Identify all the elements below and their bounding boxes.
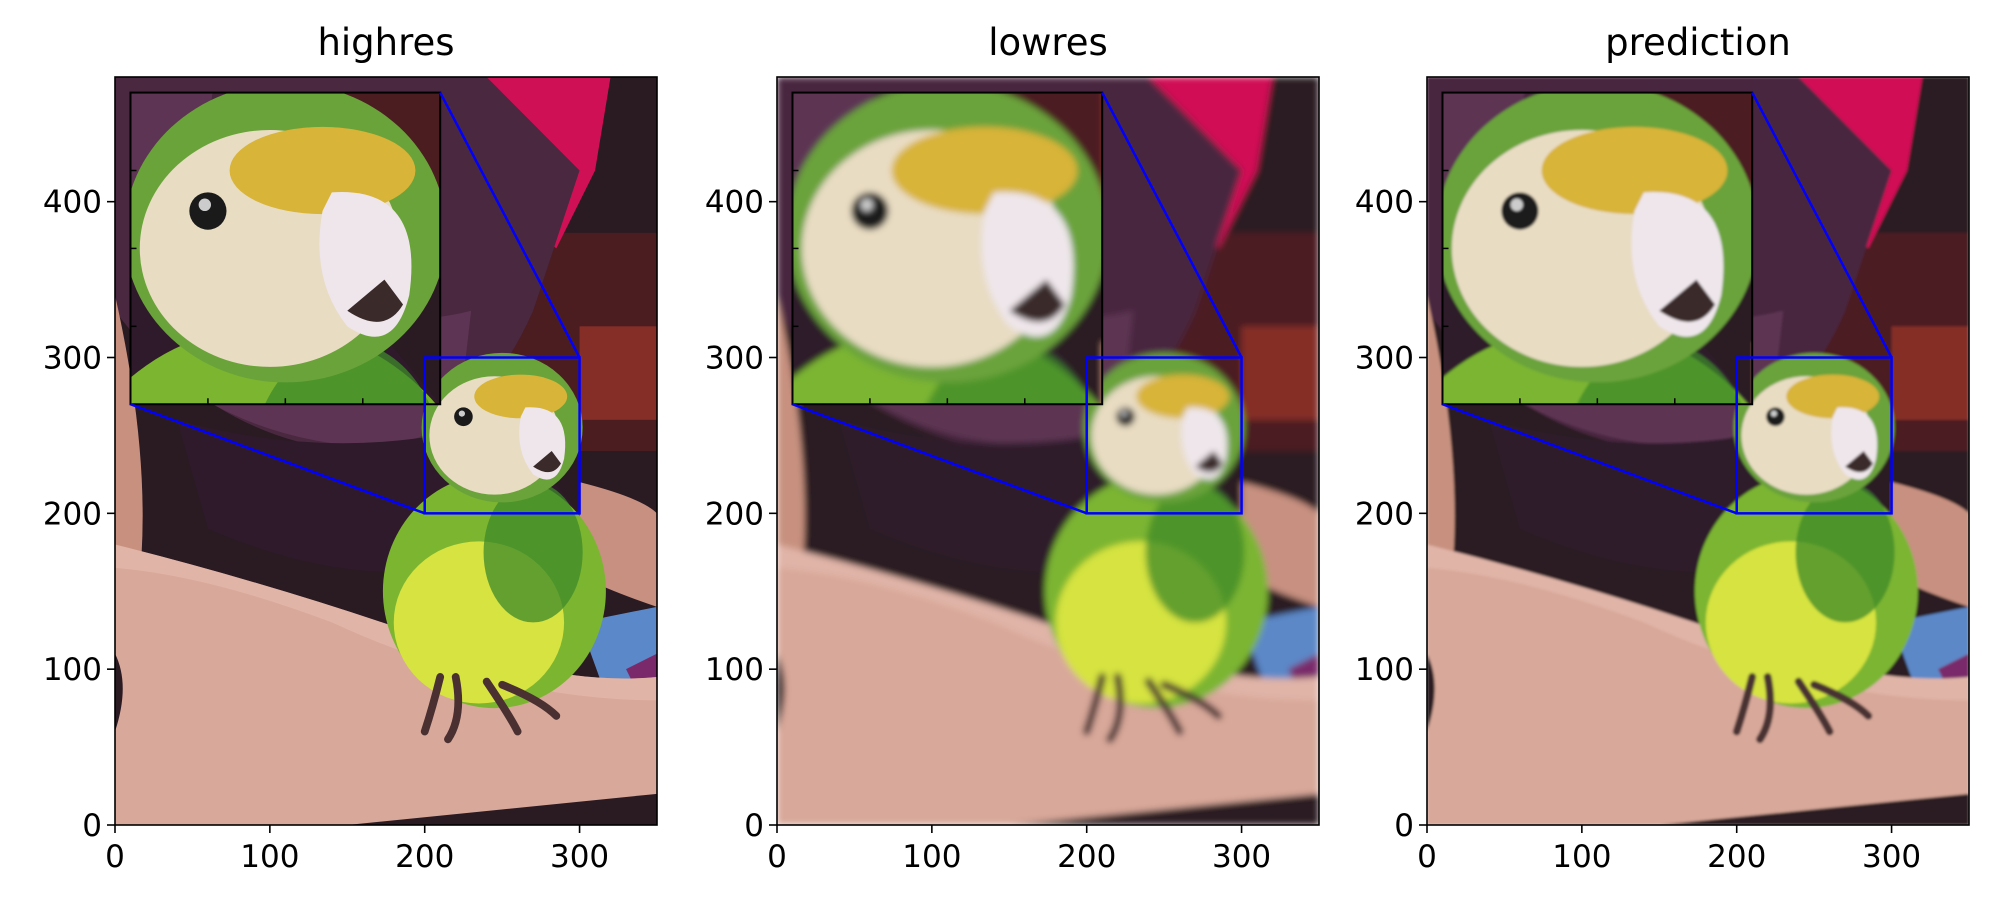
x-tick-label: 200 [1707,839,1766,875]
y-tick-label: 300 [1355,341,1414,377]
zoom-connector-line [1751,92,1893,359]
x-tick-label: 100 [1552,839,1611,875]
panel-highres: highres 0 100 200 300 0 100 200 300 400 [43,21,658,875]
zoom-connector-line [792,403,1088,515]
x-tick-label: 300 [1212,839,1271,875]
y-tick-label: 300 [705,341,764,377]
zoom-connector-line [1101,92,1243,359]
zoom-inset [130,92,441,405]
x-tick-label: 0 [767,839,787,875]
x-tick-label: 300 [1862,839,1921,875]
y-tick-label: 200 [43,496,102,532]
zoom-box [1085,356,1243,515]
y-tick-label: 200 [1355,496,1414,532]
panel-lowres: lowres 0 100 200 300 0 100 200 300 400 [705,21,1320,875]
y-tick-label: 400 [43,185,102,221]
zoom-connector-line [1442,403,1738,515]
panel-prediction: prediction 0 100 200 300 0 100 200 300 400 [1355,21,1970,875]
axes-frame [776,76,1320,826]
y-tick-label: 0 [1394,808,1414,844]
y-tick-label: 400 [705,185,764,221]
zoom-inset [1442,92,1753,405]
x-tick-label: 0 [1417,839,1437,875]
y-tick-label: 0 [744,808,764,844]
y-tick-label: 300 [43,341,102,377]
axes-frame [114,76,658,826]
y-tick-label: 200 [705,496,764,532]
x-tick-label: 200 [395,839,454,875]
x-tick-label: 200 [1057,839,1116,875]
x-tick-label: 0 [105,839,125,875]
zoom-connector-line [439,92,581,359]
axes-frame [1426,76,1970,826]
zoom-connector-line [130,403,426,515]
y-tick-label: 0 [82,808,102,844]
y-tick-label: 400 [1355,185,1414,221]
zoom-box [1735,356,1893,515]
x-tick-label: 100 [902,839,961,875]
y-tick-label: 100 [43,652,102,688]
x-tick-label: 100 [240,839,299,875]
y-tick-label: 100 [1355,652,1414,688]
y-tick-label: 100 [705,652,764,688]
x-tick-label: 300 [550,839,609,875]
zoom-box [423,356,581,515]
panel-title: lowres [988,21,1108,64]
panel-title: highres [317,21,454,64]
zoom-inset [792,92,1103,405]
panel-title: prediction [1605,21,1791,64]
